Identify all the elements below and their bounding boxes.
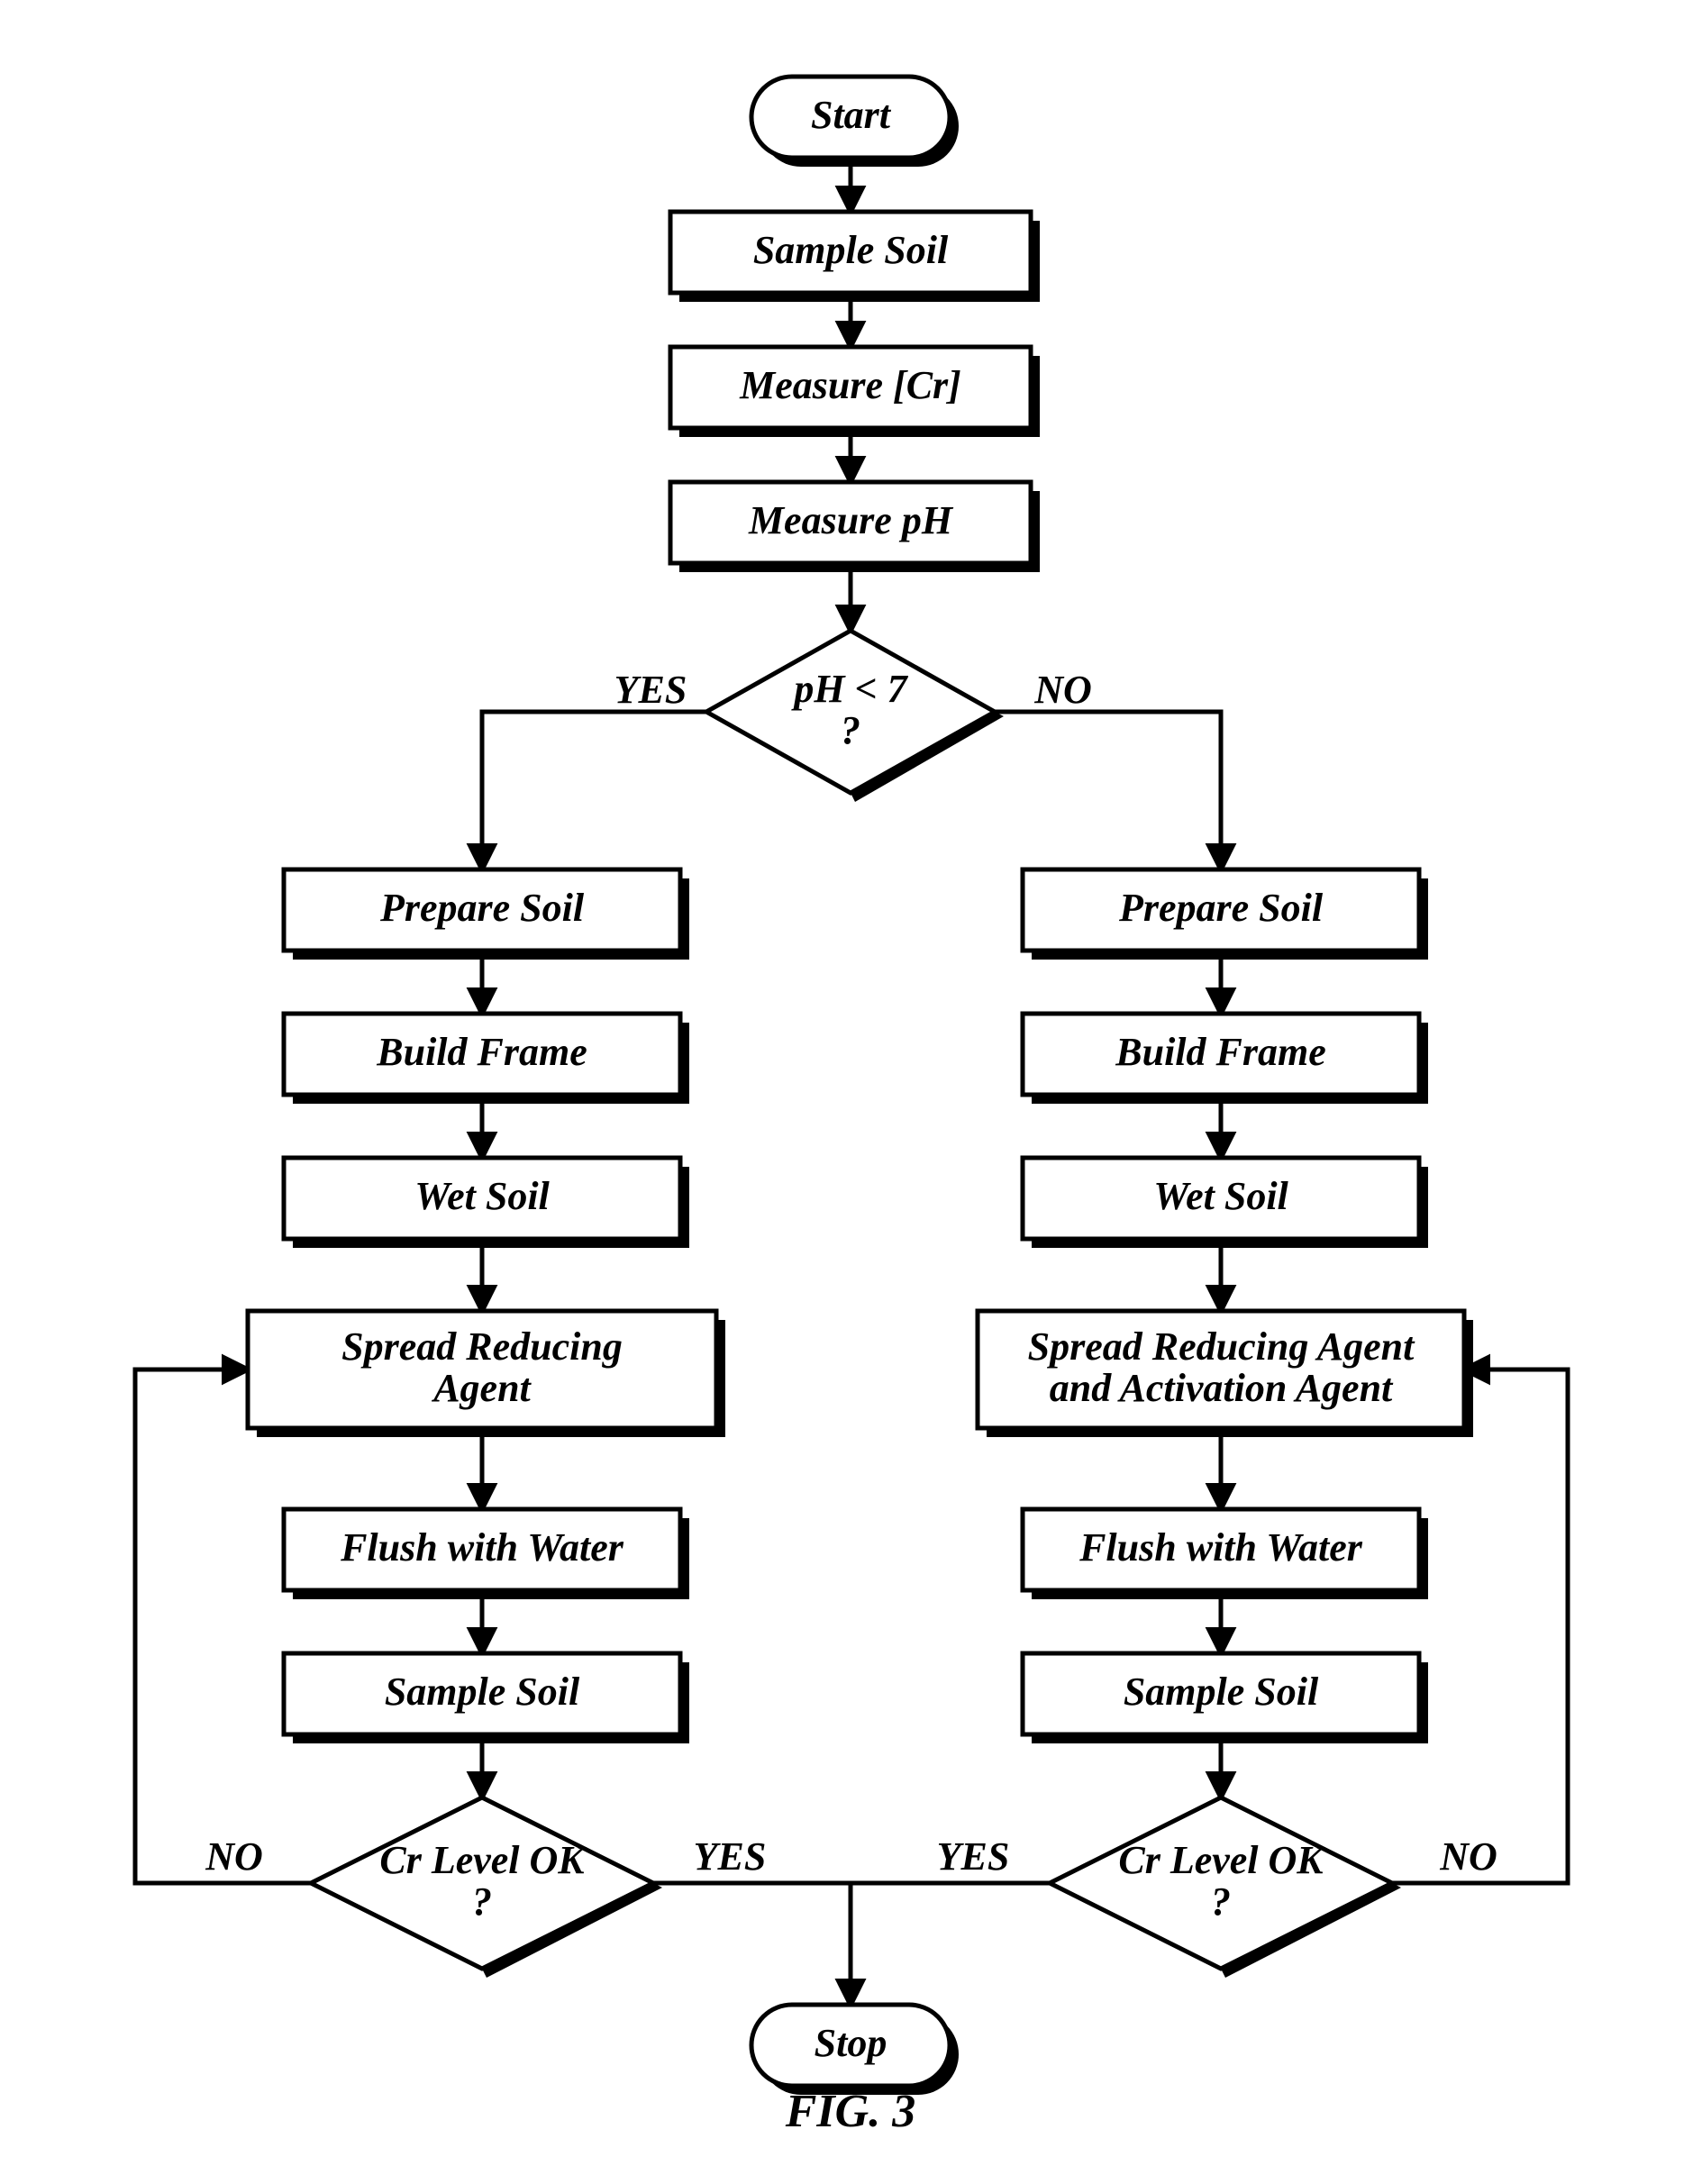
edge-ph_decision-r_prepare: NO bbox=[995, 668, 1221, 869]
node-start-label: Start bbox=[811, 93, 892, 137]
node-stop-label: Stop bbox=[815, 2021, 887, 2065]
node-l_prepare: Prepare Soil bbox=[284, 869, 689, 960]
node-stop: Stop bbox=[751, 2005, 959, 2095]
node-r_sample: Sample Soil bbox=[1023, 1653, 1428, 1743]
edge-label-ph_decision-r_prepare: NO bbox=[1033, 668, 1092, 712]
node-measure_cr: Measure [Cr] bbox=[670, 347, 1040, 437]
flowchart-canvas: YES NO NO NO YES YES Start Sample Soil Measure [… bbox=[0, 0, 1702, 2184]
edge-r_cr_ok-r_spread: NO bbox=[1392, 1370, 1568, 1883]
node-l_sample: Sample Soil bbox=[284, 1653, 689, 1743]
node-r_spread-label: Spread Reducing Agent bbox=[1028, 1324, 1415, 1369]
node-l_prepare-label: Prepare Soil bbox=[379, 886, 585, 930]
edge-r_cr_ok-stop: YES bbox=[851, 1834, 1050, 2005]
edge-l_cr_ok-stop: YES bbox=[653, 1834, 851, 2005]
node-r_spread-label: and Activation Agent bbox=[1050, 1366, 1394, 1410]
edge-label-r_cr_ok-r_spread: NO bbox=[1439, 1834, 1497, 1879]
figure-caption: FIG. 3 bbox=[785, 2086, 915, 2137]
node-l_build-label: Build Frame bbox=[376, 1030, 587, 1074]
node-l_spread-label: Agent bbox=[431, 1366, 532, 1410]
node-ph_decision-label: pH < 7 bbox=[790, 667, 908, 711]
node-l_cr_ok-label: Cr Level OK bbox=[379, 1838, 587, 1882]
node-sample_soil-label: Sample Soil bbox=[753, 228, 949, 272]
node-r_wet: Wet Soil bbox=[1023, 1158, 1428, 1248]
node-r_cr_ok-label: ? bbox=[1211, 1879, 1231, 1924]
node-ph_decision-label: ? bbox=[841, 708, 860, 752]
node-l_cr_ok: Cr Level OK? bbox=[311, 1797, 662, 1978]
node-ph_decision: pH < 7? bbox=[706, 631, 1004, 802]
node-r_cr_ok-label: Cr Level OK bbox=[1118, 1838, 1325, 1882]
node-l_wet-label: Wet Soil bbox=[414, 1174, 550, 1218]
nodes-layer: Start Sample Soil Measure [Cr] Measure pH pH… bbox=[248, 77, 1473, 2095]
node-r_prepare: Prepare Soil bbox=[1023, 869, 1428, 960]
node-r_cr_ok: Cr Level OK? bbox=[1050, 1797, 1401, 1978]
node-r_prepare-label: Prepare Soil bbox=[1118, 886, 1324, 930]
node-measure_cr-label: Measure [Cr] bbox=[739, 363, 961, 407]
node-l_flush: Flush with Water bbox=[284, 1509, 689, 1599]
node-r_build-label: Build Frame bbox=[1115, 1030, 1326, 1074]
node-r_sample-label: Sample Soil bbox=[1124, 1670, 1319, 1714]
node-l_build: Build Frame bbox=[284, 1014, 689, 1104]
node-r_build: Build Frame bbox=[1023, 1014, 1428, 1104]
node-measure_ph: Measure pH bbox=[670, 482, 1040, 572]
edge-label-r_cr_ok-stop: YES bbox=[937, 1834, 1010, 1879]
node-l_sample-label: Sample Soil bbox=[385, 1670, 580, 1714]
edge-l_cr_ok-l_spread: NO bbox=[135, 1370, 311, 1883]
node-r_flush-label: Flush with Water bbox=[1079, 1525, 1363, 1570]
node-l_cr_ok-label: ? bbox=[472, 1879, 492, 1924]
node-l_flush-label: Flush with Water bbox=[340, 1525, 624, 1570]
node-measure_ph-label: Measure pH bbox=[748, 498, 954, 542]
node-start: Start bbox=[751, 77, 959, 167]
edge-ph_decision-l_prepare: YES bbox=[482, 668, 706, 869]
node-r_flush: Flush with Water bbox=[1023, 1509, 1428, 1599]
node-sample_soil: Sample Soil bbox=[670, 212, 1040, 302]
edge-label-l_cr_ok-stop: YES bbox=[694, 1834, 767, 1879]
node-l_spread: Spread ReducingAgent bbox=[248, 1311, 725, 1437]
edge-label-l_cr_ok-l_spread: NO bbox=[205, 1834, 263, 1879]
node-r_wet-label: Wet Soil bbox=[1153, 1174, 1288, 1218]
node-l_spread-label: Spread Reducing bbox=[341, 1324, 623, 1369]
node-l_wet: Wet Soil bbox=[284, 1158, 689, 1248]
edge-label-ph_decision-l_prepare: YES bbox=[614, 668, 687, 712]
node-r_spread: Spread Reducing Agentand Activation Agen… bbox=[978, 1311, 1473, 1437]
